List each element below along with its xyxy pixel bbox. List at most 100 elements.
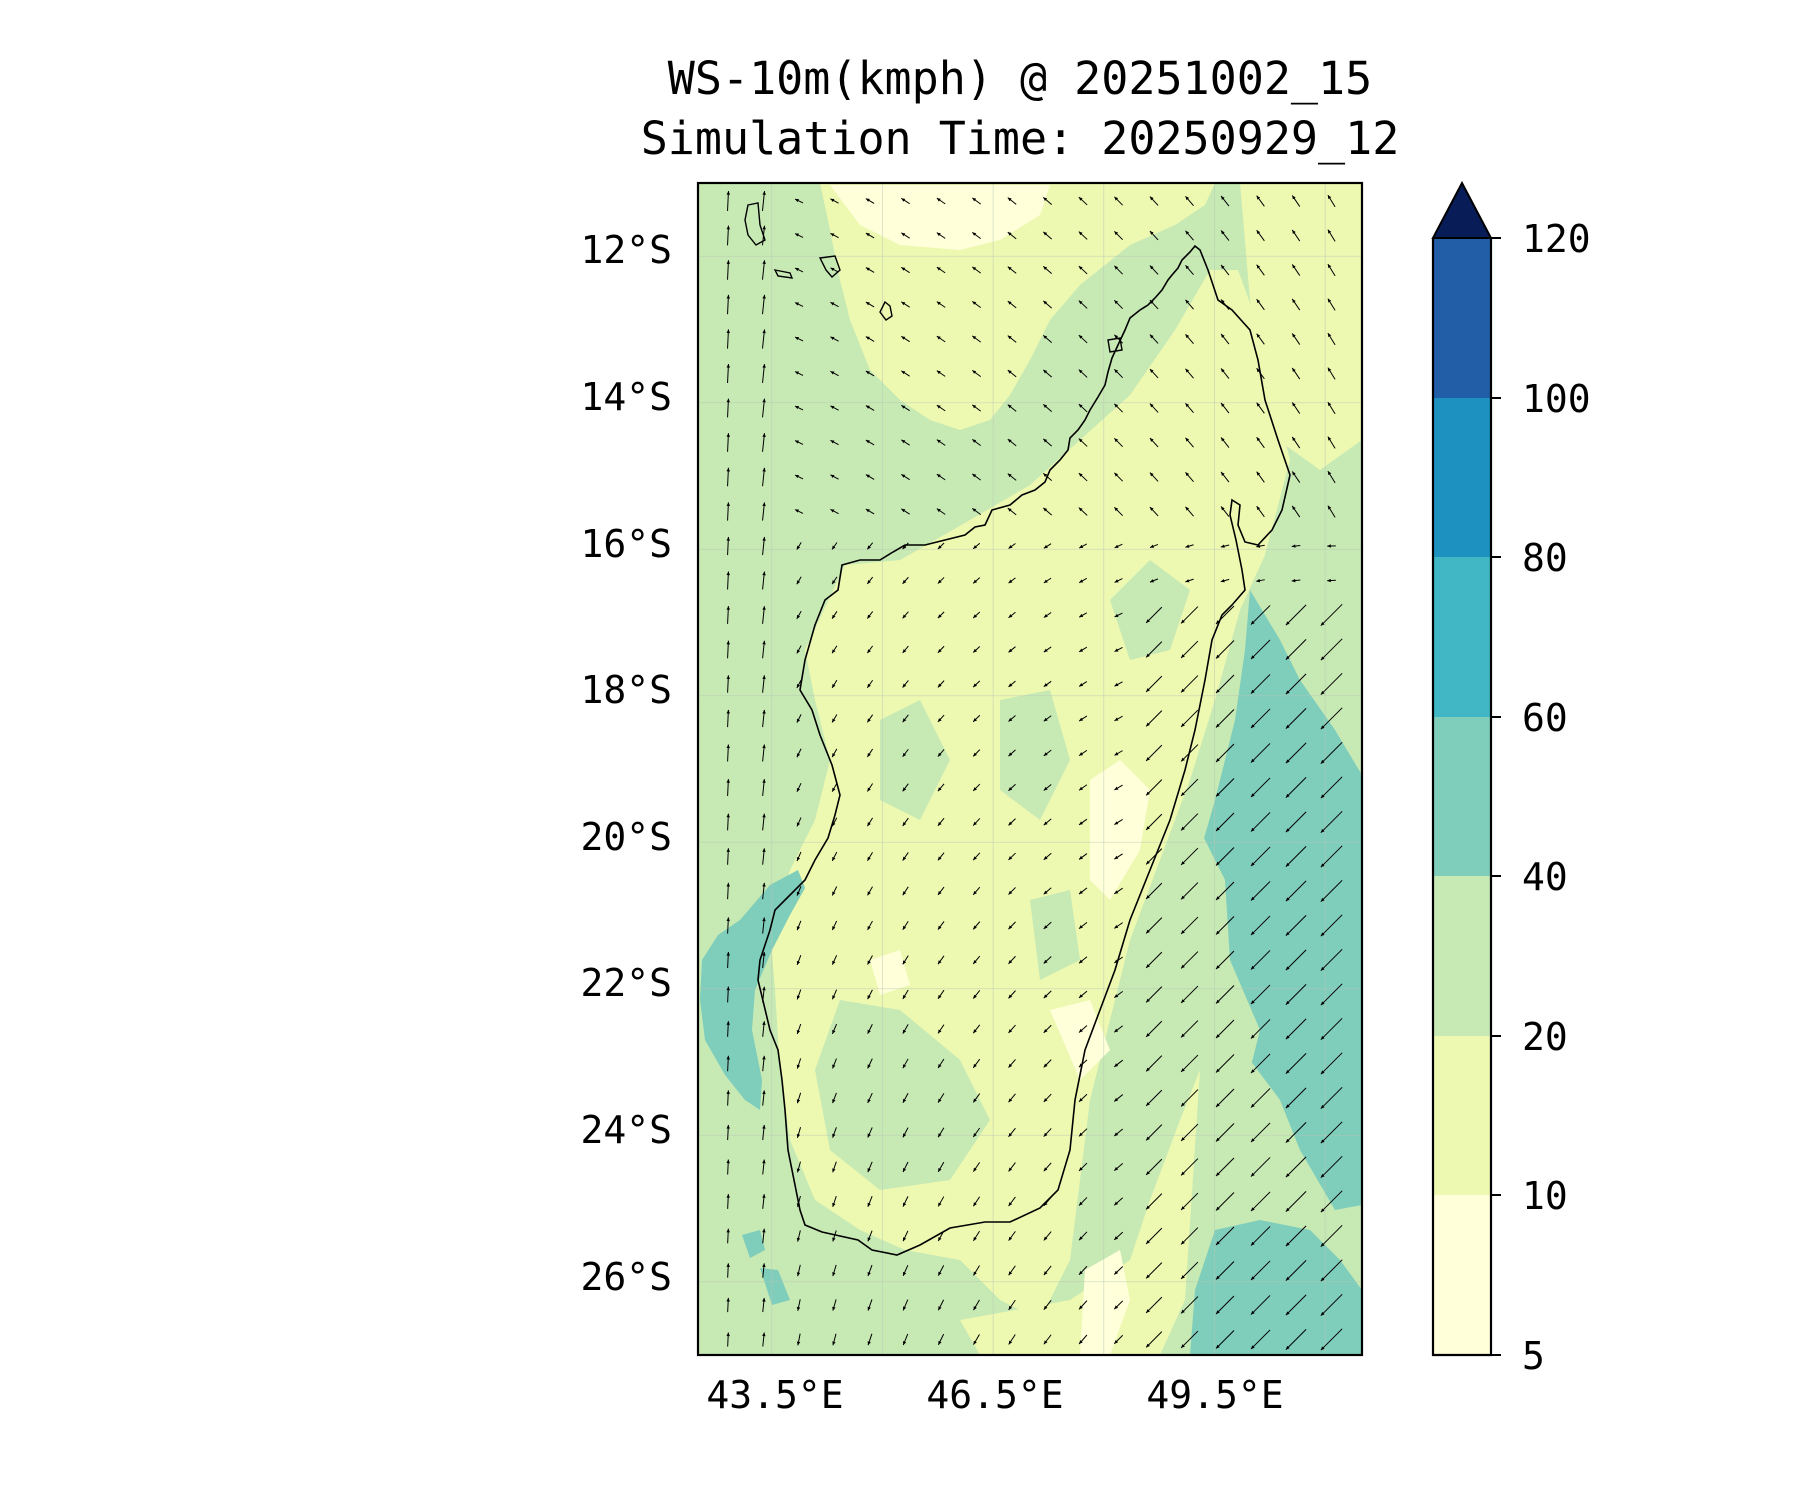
wind-arrow bbox=[1215, 1261, 1235, 1280]
wind-arrow bbox=[972, 886, 981, 896]
wind-arrow bbox=[831, 851, 838, 862]
wind-arrow bbox=[901, 404, 910, 412]
wind-arrow bbox=[1043, 577, 1052, 584]
wind-arrow bbox=[1185, 368, 1194, 379]
wind-arrow bbox=[794, 371, 804, 376]
wind-arrow bbox=[866, 748, 874, 758]
wind-arrow bbox=[1256, 544, 1265, 548]
lat-label: 12°S bbox=[580, 228, 672, 272]
wind-arrow bbox=[1180, 744, 1199, 762]
wind-arrow bbox=[796, 989, 802, 1000]
wind-arrow bbox=[1285, 949, 1307, 971]
wind-arrow bbox=[937, 1161, 945, 1173]
wind-arrow bbox=[1008, 1231, 1016, 1241]
wind-arrow bbox=[972, 611, 981, 619]
wind-arrow bbox=[796, 1161, 801, 1173]
wind-arrow bbox=[1007, 197, 1017, 205]
lon-label: 49.5°E bbox=[1146, 1373, 1283, 1417]
wind-arrow bbox=[726, 398, 731, 418]
wind-arrow bbox=[830, 198, 839, 204]
wind-arrow bbox=[1250, 743, 1271, 763]
wind-arrow bbox=[1250, 881, 1271, 901]
wind-arrow bbox=[831, 920, 838, 931]
wind-arrow bbox=[1007, 473, 1017, 481]
wind-arrow bbox=[1149, 472, 1159, 482]
wind-arrow bbox=[1285, 984, 1307, 1005]
wind-arrow bbox=[762, 398, 766, 418]
wind-arrow bbox=[831, 955, 838, 965]
wind-arrow bbox=[1008, 646, 1016, 653]
wind-arrow bbox=[1042, 300, 1053, 309]
wind-arrow bbox=[831, 679, 838, 689]
wind-arrow bbox=[1042, 231, 1053, 240]
wind-arrow bbox=[1043, 543, 1052, 549]
wind-arrow bbox=[1078, 265, 1088, 275]
wind-arrow bbox=[972, 680, 981, 688]
wind-arrow bbox=[1180, 709, 1199, 728]
wind-arrow bbox=[1114, 681, 1123, 687]
wind-arrow bbox=[726, 848, 730, 865]
wind-arrow bbox=[1185, 230, 1194, 241]
wind-arrow bbox=[796, 782, 802, 793]
wind-arrow bbox=[866, 576, 874, 585]
wind-speed-fill-land-lowest-2 bbox=[1050, 1000, 1110, 1080]
wind-arrow bbox=[1215, 985, 1235, 1004]
wind-arrow bbox=[936, 335, 946, 343]
wind-arrow bbox=[972, 1230, 981, 1242]
wind-arrow bbox=[936, 370, 946, 377]
wind-arrow bbox=[1078, 715, 1088, 722]
wind-arrow bbox=[937, 817, 945, 827]
wind-arrow bbox=[796, 645, 802, 654]
wind-arrow bbox=[1113, 1266, 1124, 1275]
wind-arrow bbox=[832, 1230, 837, 1242]
wind-arrow bbox=[867, 1299, 873, 1311]
wind-arrow bbox=[726, 363, 731, 384]
wind-arrow bbox=[865, 370, 875, 377]
wind-arrow bbox=[1320, 948, 1343, 972]
wind-arrow bbox=[1180, 813, 1199, 831]
wind-arrow bbox=[1256, 298, 1265, 311]
wind-arrow bbox=[794, 198, 804, 204]
wind-arrow bbox=[762, 1332, 766, 1347]
wind-arrow bbox=[1114, 853, 1123, 860]
wind-arrow bbox=[1149, 368, 1159, 379]
wind-arrow bbox=[1215, 950, 1235, 970]
wind-arrow bbox=[1215, 812, 1235, 832]
wind-arrow bbox=[762, 882, 766, 900]
wind-arrow bbox=[1250, 846, 1271, 867]
colorbar-frame bbox=[1431, 238, 1493, 1357]
wind-arrow bbox=[832, 1058, 837, 1069]
wind-arrow bbox=[867, 989, 873, 1000]
wind-arrow bbox=[1285, 846, 1307, 867]
mayotte-island bbox=[879, 300, 893, 321]
colorbar-segment bbox=[1433, 1195, 1491, 1355]
wind-arrow bbox=[762, 1021, 766, 1037]
wind-arrow bbox=[726, 191, 731, 211]
wind-arrow bbox=[1078, 369, 1088, 378]
wind-speed-fill-southwest-high-2 bbox=[760, 1268, 790, 1305]
wind-arrow bbox=[1256, 229, 1265, 242]
wind-arrow bbox=[1285, 1191, 1307, 1212]
wind-arrow bbox=[865, 198, 875, 204]
wind-arrow bbox=[971, 473, 982, 481]
wind-arrow bbox=[1145, 606, 1163, 624]
wind-arrow bbox=[1078, 1334, 1088, 1345]
wind-arrow bbox=[972, 542, 981, 550]
wind-arrow bbox=[1215, 916, 1235, 935]
wind-arrow bbox=[1180, 1261, 1199, 1280]
wind-arrow bbox=[902, 852, 909, 861]
wind-arrow bbox=[726, 882, 730, 900]
wind-arrow bbox=[972, 783, 981, 792]
wind-arrow bbox=[867, 852, 873, 861]
colorbar-segment bbox=[1433, 717, 1491, 876]
wind-arrow bbox=[794, 509, 804, 514]
wind-arrow bbox=[1043, 1128, 1052, 1137]
wind-arrow bbox=[830, 267, 839, 273]
wind-arrow bbox=[726, 1055, 730, 1072]
wind-arrow bbox=[762, 779, 766, 796]
wind-arrow bbox=[1114, 784, 1123, 791]
wind-arrow bbox=[901, 266, 910, 274]
wind-arrow bbox=[1215, 1088, 1235, 1108]
wind-arrow bbox=[796, 542, 802, 550]
